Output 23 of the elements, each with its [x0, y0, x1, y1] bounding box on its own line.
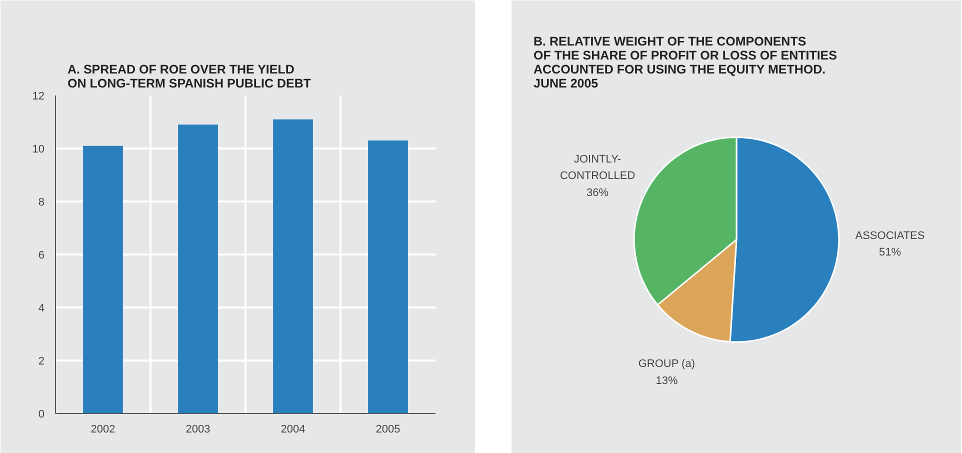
y-tick-label: 2: [38, 356, 45, 368]
bar: [273, 119, 313, 414]
bar: [178, 124, 218, 414]
y-tick-label: 0: [38, 408, 45, 420]
bar: [368, 140, 408, 414]
x-tick-label: 2005: [376, 424, 400, 436]
x-tick-label: 2002: [90, 424, 116, 436]
y-tick-label: 8: [38, 196, 45, 208]
x-tick-label: 2003: [186, 424, 210, 436]
bar: [83, 146, 123, 414]
y-tick-label: 4: [38, 302, 45, 314]
y-tick-label: 10: [32, 144, 45, 156]
chart-title: A. SPREAD OF ROE OVER THE YIELD ON LONG-TERM SPANISH PUBLIC DEBT: [68, 62, 312, 90]
slice-label: GROUP (a): [638, 358, 695, 370]
slice-label: ASSOCIATES: [855, 230, 925, 242]
data-label: 51%: [878, 246, 902, 259]
x-tick-label: 2004: [280, 424, 306, 436]
y-tick-label: 12: [32, 90, 45, 102]
y-tick-label: 6: [38, 250, 45, 262]
data-label: 13%: [656, 374, 678, 387]
slice-label: JOINTLY- CONTROLLED: [560, 153, 636, 182]
data-label: 36%: [586, 186, 609, 199]
chart-title: B. RELATIVE WEIGHT OF THE COMPONENTS OF THE SHARE OF PROFIT OR LOSS OF ENTITIES ACCOUNTED FOR USING THE EQUITY METHOD. JUNE 2005: [534, 34, 837, 90]
